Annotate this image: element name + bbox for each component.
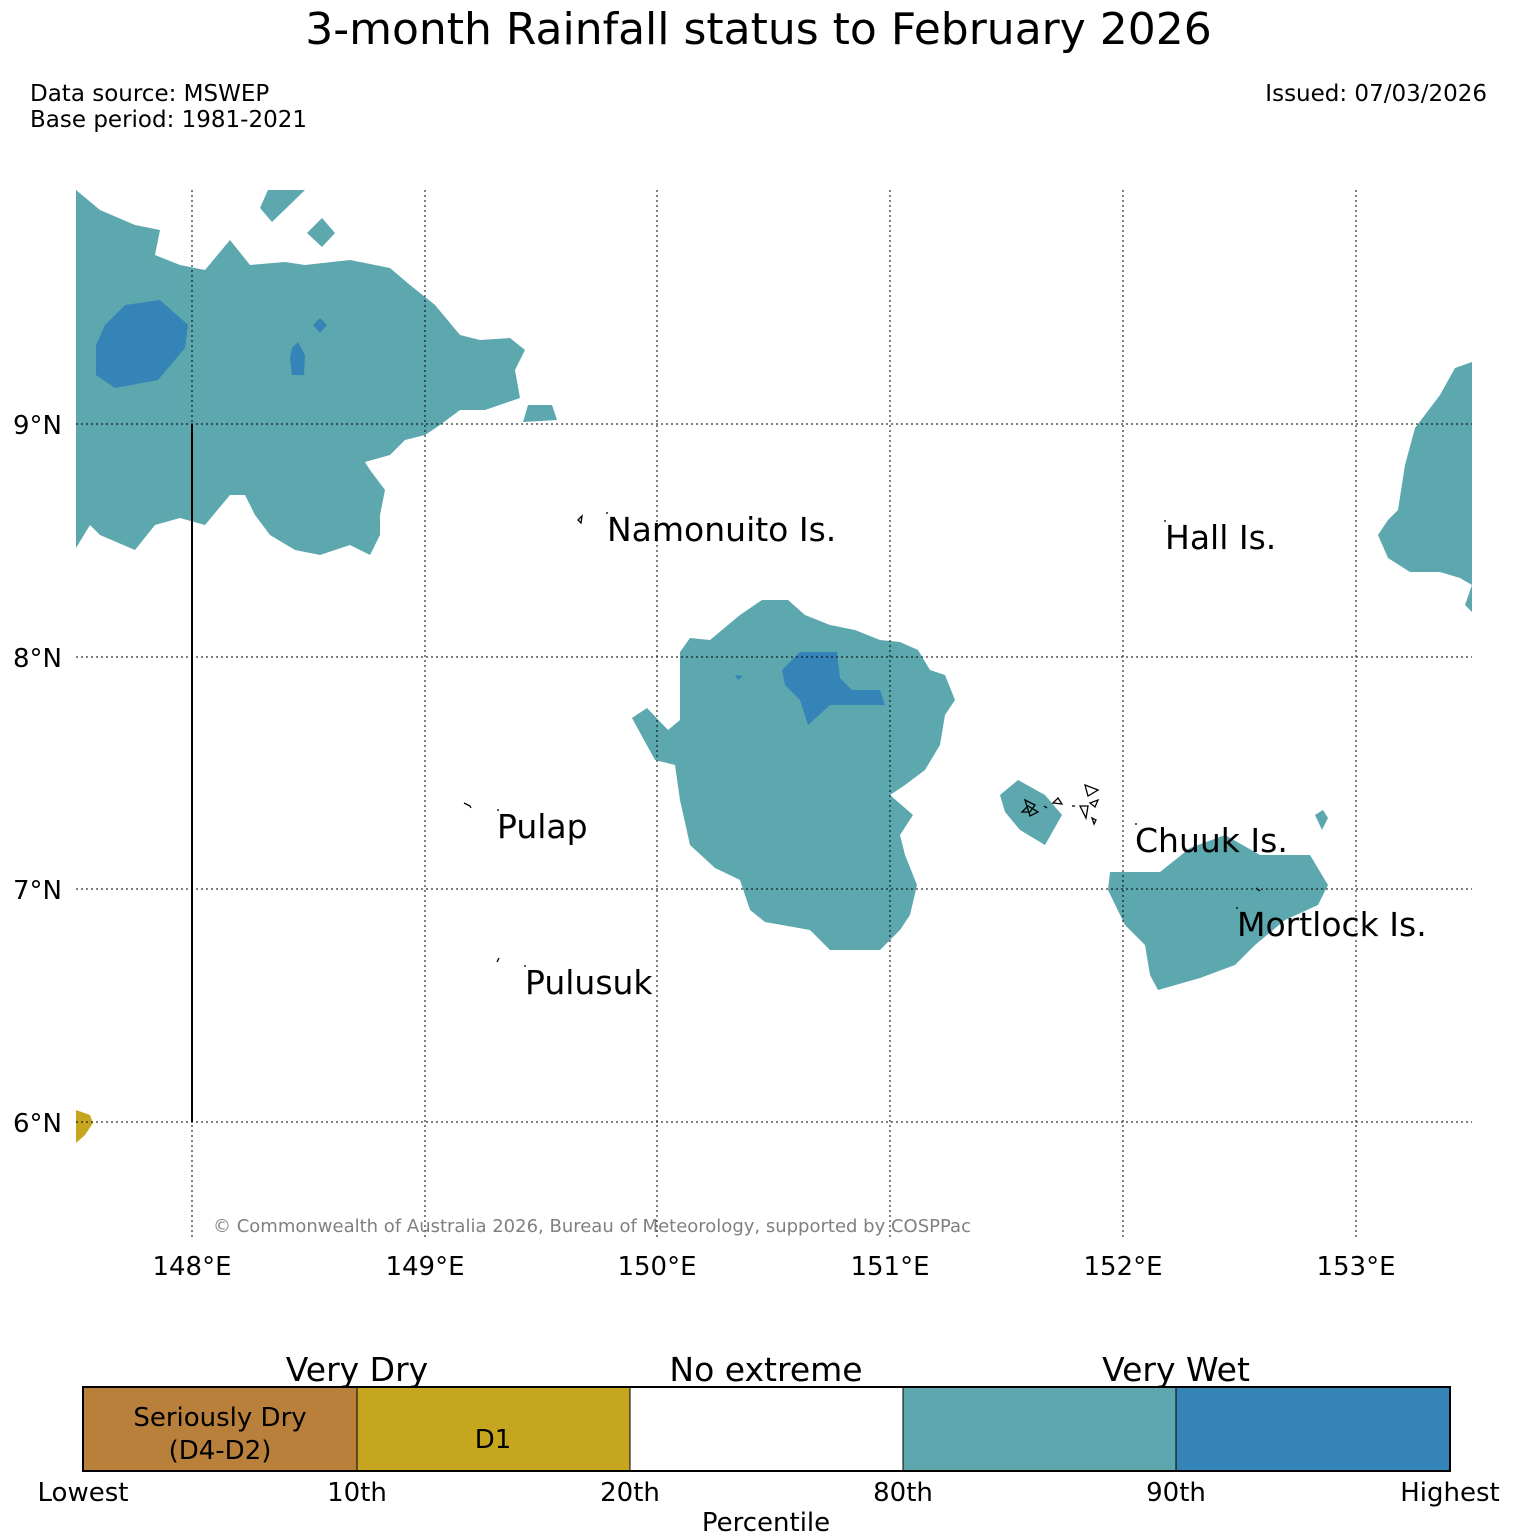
- island-chuuk-reef-2: [1088, 798, 1100, 809]
- lon-label-149e: 149°E: [385, 1252, 464, 1282]
- legend-tick-90th: 90th: [1146, 1478, 1206, 1508]
- map-title: 3-month Rainfall status to February 2026: [305, 4, 1212, 55]
- rainfall-fill-layer: [76, 190, 1472, 1143]
- highest-patch-north-3: [313, 318, 327, 333]
- highest-patch-northwest: [96, 300, 188, 388]
- island-chuuk-reef-1: [1084, 783, 1100, 797]
- legend-group-no-extreme: No extreme: [669, 1350, 862, 1389]
- legend-frame: [82, 1386, 1451, 1472]
- legend-tick-10th: 10th: [327, 1478, 387, 1508]
- island-pulusuk: [496, 957, 500, 963]
- lat-label-9n: 9°N: [13, 411, 62, 441]
- lat-label-8n: 8°N: [13, 644, 62, 674]
- legend-tick-lowest: Lowest: [38, 1478, 129, 1508]
- highest-patch-north-2: [290, 342, 305, 375]
- place-label-mortlock: Mortlock Is.: [1237, 905, 1427, 944]
- legend-box-highest: [1175, 1386, 1451, 1472]
- island-chuuk-reef-4: [1090, 816, 1097, 826]
- island-outlines: [463, 512, 1261, 967]
- highest-patch-central: [782, 652, 885, 725]
- lon-label-150e: 150°E: [617, 1252, 696, 1282]
- very-wet-patch-north-3: [523, 405, 557, 422]
- legend-tick-20th: 20th: [600, 1478, 660, 1508]
- very-wet-region-east: [1378, 362, 1472, 612]
- legend-tick-highest: Highest: [1400, 1478, 1500, 1508]
- place-label-pulusuk: Pulusuk: [525, 963, 653, 1002]
- legend-box-seriously-dry-line1: Seriously Dry: [133, 1403, 306, 1433]
- lon-label-152e: 152°E: [1083, 1252, 1162, 1282]
- place-label-chuuk: Chuuk Is.: [1135, 821, 1288, 860]
- legend-axis-label: Percentile: [702, 1508, 830, 1538]
- lat-label-7n: 7°N: [13, 876, 62, 906]
- legend-box-d1-label: D1: [475, 1425, 512, 1455]
- legend-tick-80th: 80th: [873, 1478, 933, 1508]
- legend-box-d1: [356, 1386, 631, 1472]
- copyright-text: © Commonwealth of Australia 2026, Bureau…: [213, 1216, 971, 1237]
- very-wet-patch-chuuk-west: [1000, 780, 1062, 845]
- lon-label-153e: 153°E: [1316, 1252, 1395, 1282]
- island-chuuk-reef-3: [1078, 805, 1089, 821]
- issued-date-text: Issued: 07/03/2026: [1265, 81, 1487, 107]
- place-label-namonuito: Namonuito Is.: [607, 510, 836, 549]
- legend: Very Dry No extreme Very Wet Seriously D…: [38, 1350, 1500, 1538]
- legend-group-very-dry: Very Dry: [286, 1350, 428, 1389]
- legend-box-no-extreme: [629, 1386, 904, 1472]
- very-wet-patch-east-small: [1315, 810, 1328, 830]
- very-wet-patch-north: [260, 190, 305, 222]
- very-wet-patch-north-2: [307, 218, 335, 247]
- place-label-hall: Hall Is.: [1165, 518, 1276, 557]
- island-namonuito: [577, 514, 583, 525]
- island-mortlock: [1255, 887, 1261, 892]
- island-chuuk-reef-5: [1051, 796, 1064, 805]
- legend-group-very-wet: Very Wet: [1102, 1350, 1250, 1389]
- dry-d1-patch-southwest: [76, 1110, 93, 1143]
- legend-box-seriously-dry: [82, 1386, 358, 1472]
- island-chuuk-lagoon: [1020, 798, 1040, 817]
- lon-label-148e: 148°E: [152, 1252, 231, 1282]
- lat-label-6n: 6°N: [13, 1109, 62, 1139]
- highest-patch-central-2: [735, 675, 743, 680]
- place-label-pulap: Pulap: [497, 807, 588, 846]
- lon-label-151e: 151°E: [850, 1252, 929, 1282]
- island-pulap: [463, 802, 472, 809]
- very-wet-region-central: [632, 600, 955, 950]
- legend-box-very-wet: [902, 1386, 1177, 1472]
- island-chuuk-reef-6: [1043, 805, 1048, 809]
- very-wet-region-southeast: [1108, 835, 1328, 990]
- data-source-text: Data source: MSWEP: [30, 81, 270, 107]
- legend-box-seriously-dry-line2: (D4-D2): [169, 1436, 272, 1466]
- base-period-text: Base period: 1981-2021: [30, 107, 308, 133]
